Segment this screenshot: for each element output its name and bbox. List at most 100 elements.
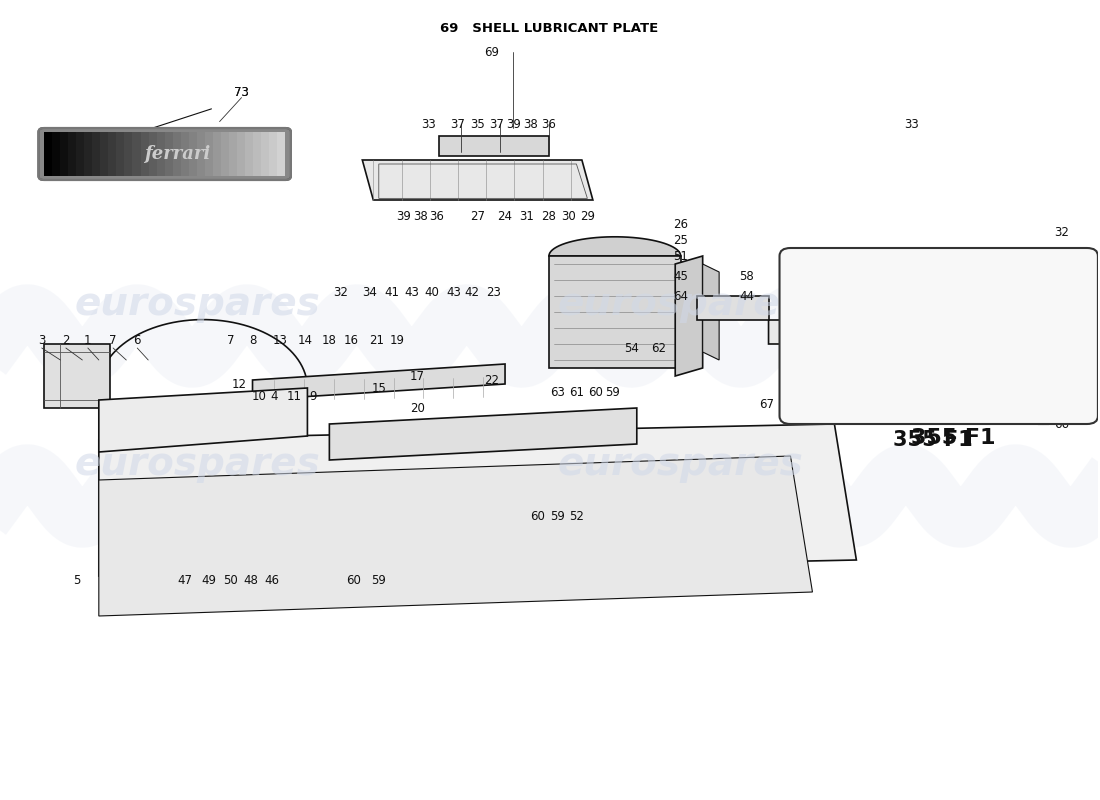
PathPatch shape	[439, 136, 549, 156]
Text: 66: 66	[1054, 418, 1069, 430]
PathPatch shape	[703, 264, 719, 360]
FancyBboxPatch shape	[780, 248, 1098, 424]
Text: 19: 19	[389, 334, 405, 346]
Text: 52: 52	[569, 510, 584, 522]
Text: 37: 37	[488, 118, 504, 130]
Text: eurospares: eurospares	[558, 445, 804, 483]
Text: 29: 29	[580, 210, 595, 222]
Text: 17: 17	[409, 370, 425, 382]
Bar	[117, 132, 124, 176]
Text: eurospares: eurospares	[75, 285, 320, 323]
Text: 48: 48	[243, 574, 257, 586]
Text: 8: 8	[249, 334, 256, 346]
Text: 33: 33	[904, 118, 918, 130]
PathPatch shape	[44, 344, 110, 408]
Text: 16: 16	[344, 334, 359, 346]
Text: 6: 6	[133, 334, 141, 346]
Text: 49: 49	[201, 574, 216, 586]
Text: 73: 73	[234, 86, 249, 98]
Text: 3: 3	[39, 334, 45, 346]
Text: 40: 40	[424, 286, 439, 298]
Text: 68: 68	[800, 398, 814, 410]
PathPatch shape	[933, 320, 1021, 336]
Text: 9: 9	[309, 390, 317, 402]
Text: 38: 38	[522, 118, 538, 130]
Bar	[253, 132, 262, 176]
PathPatch shape	[791, 372, 1032, 384]
Text: 7: 7	[109, 334, 117, 346]
Text: 64: 64	[673, 290, 689, 302]
Text: 39: 39	[397, 210, 411, 222]
Text: 32: 32	[333, 286, 348, 298]
Text: 32: 32	[1054, 226, 1069, 238]
Text: 55: 55	[1054, 331, 1069, 344]
Bar	[44, 132, 52, 176]
PathPatch shape	[99, 424, 857, 576]
Text: 47: 47	[177, 574, 191, 586]
PathPatch shape	[99, 456, 813, 616]
Bar	[180, 132, 189, 176]
PathPatch shape	[99, 388, 307, 452]
Text: 36: 36	[429, 210, 444, 222]
Text: 33: 33	[421, 118, 436, 130]
Bar	[229, 132, 238, 176]
Bar	[213, 132, 221, 176]
Bar	[245, 132, 253, 176]
Text: 23: 23	[486, 286, 502, 298]
Bar	[165, 132, 173, 176]
Text: 59: 59	[605, 386, 620, 398]
Text: 51: 51	[673, 250, 689, 262]
Text: 45: 45	[673, 270, 689, 282]
Text: 35: 35	[470, 118, 485, 130]
Bar	[124, 132, 132, 176]
Text: 355 F1: 355 F1	[893, 430, 972, 450]
Text: 43: 43	[405, 286, 419, 298]
Text: 32: 32	[1046, 294, 1062, 306]
Text: 57: 57	[1054, 347, 1069, 360]
Text: 60: 60	[587, 386, 603, 398]
Text: 41: 41	[385, 286, 399, 298]
Text: 39: 39	[506, 118, 521, 130]
Text: 67: 67	[759, 398, 773, 410]
Text: 50: 50	[223, 574, 238, 586]
Bar	[76, 132, 85, 176]
Text: 30: 30	[561, 210, 576, 222]
Bar	[100, 132, 108, 176]
Text: 28: 28	[541, 210, 557, 222]
PathPatch shape	[329, 408, 637, 460]
Text: 22: 22	[484, 374, 499, 386]
Text: 10: 10	[252, 390, 266, 402]
Text: 24: 24	[497, 210, 513, 222]
Bar	[108, 132, 117, 176]
Bar	[270, 132, 277, 176]
Text: 25: 25	[673, 234, 689, 246]
Bar	[189, 132, 197, 176]
Text: 34: 34	[363, 286, 377, 298]
PathPatch shape	[362, 160, 593, 200]
Text: 46: 46	[265, 574, 279, 586]
Bar	[132, 132, 141, 176]
PathPatch shape	[813, 288, 1065, 302]
Text: 43: 43	[446, 286, 461, 298]
Bar	[205, 132, 213, 176]
Text: 59: 59	[550, 510, 565, 522]
PathPatch shape	[813, 364, 1043, 376]
Bar	[60, 132, 68, 176]
Text: 15: 15	[372, 382, 386, 394]
PathPatch shape	[675, 256, 703, 376]
Text: 59: 59	[372, 574, 386, 586]
Text: 63: 63	[550, 386, 565, 398]
Text: 69   SHELL LUBRICANT PLATE: 69 SHELL LUBRICANT PLATE	[440, 22, 658, 35]
Text: ferrari: ferrari	[144, 145, 210, 163]
Text: 37: 37	[450, 118, 465, 130]
Text: 11: 11	[287, 390, 301, 402]
Text: 7: 7	[227, 334, 234, 346]
Text: 69: 69	[485, 46, 499, 58]
Text: 58: 58	[739, 270, 754, 282]
Bar	[148, 132, 156, 176]
Text: 12: 12	[232, 378, 246, 390]
Bar	[197, 132, 205, 176]
PathPatch shape	[253, 364, 505, 400]
Text: 26: 26	[673, 218, 689, 230]
Bar	[52, 132, 60, 176]
